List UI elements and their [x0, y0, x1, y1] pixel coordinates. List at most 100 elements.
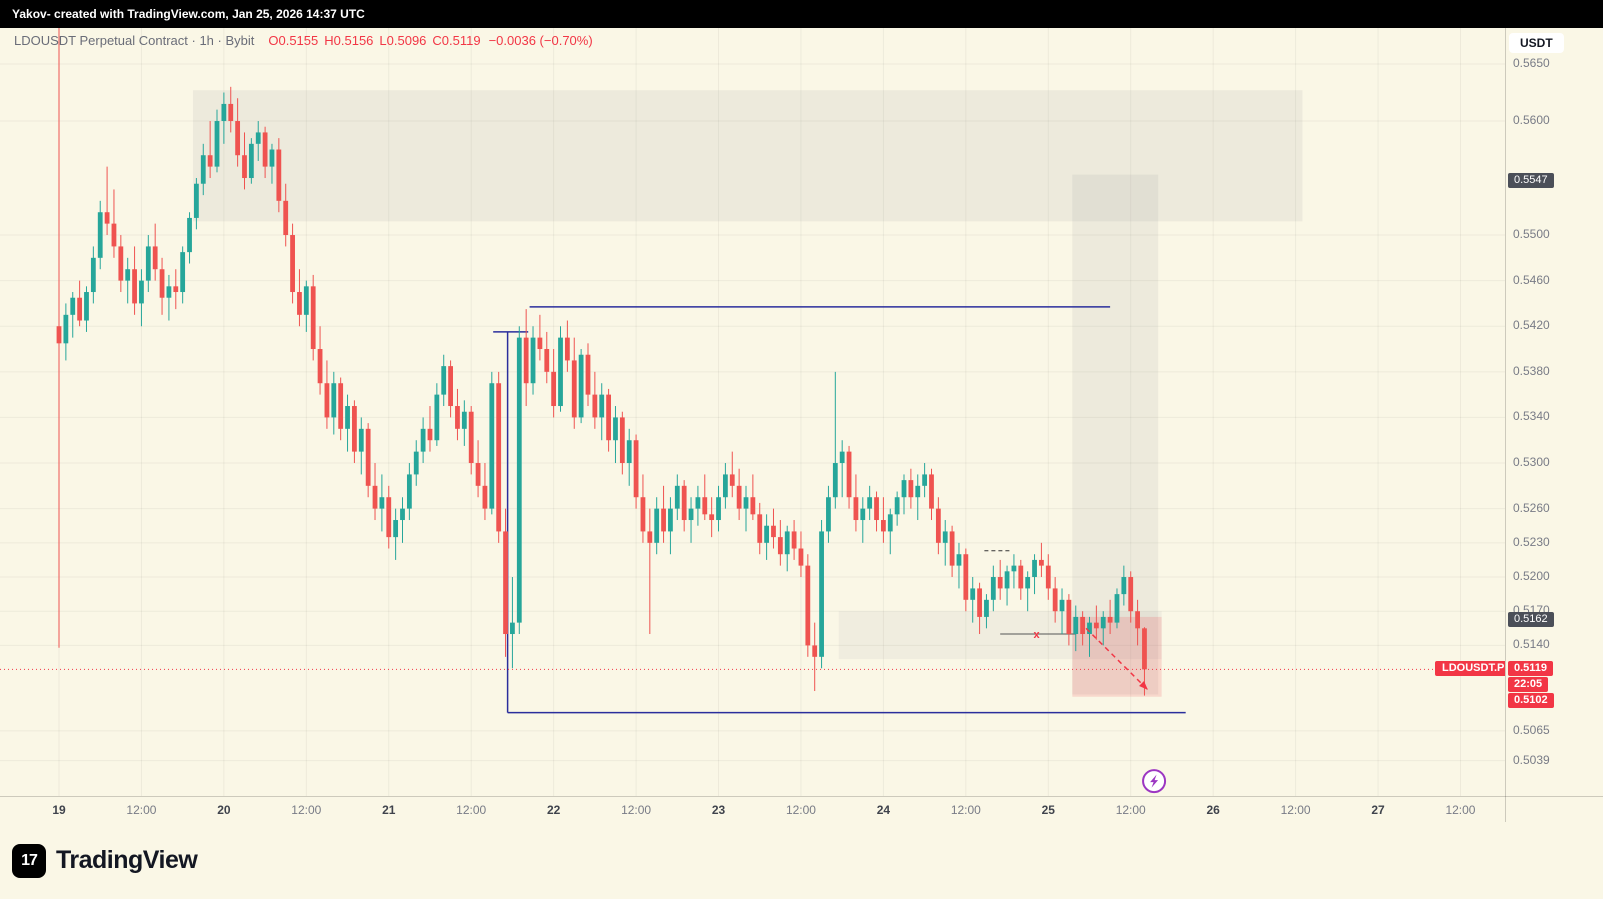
upper-supply-zone[interactable]: [192, 90, 1303, 222]
candle-body: [860, 508, 866, 521]
candle-body: [420, 428, 426, 452]
tradingview-logo-icon[interactable]: 17: [12, 843, 46, 878]
time-tick-hour: 12:00: [456, 803, 487, 817]
high-value: 0.5156: [333, 33, 374, 48]
candle-body: [846, 451, 852, 498]
candle-body: [750, 497, 756, 515]
candle-body: [709, 514, 715, 521]
candle-body: [640, 497, 646, 532]
candle-body: [1059, 599, 1065, 612]
price-tick-label: 0.5600: [1513, 113, 1550, 128]
symbol-legend[interactable]: LDOUSDT Perpetual Contract · 1h · Bybit O…: [14, 33, 593, 49]
lightning-icon: [1150, 774, 1159, 788]
candle-body: [173, 286, 179, 293]
candle-body: [104, 212, 110, 224]
candlestick-chart[interactable]: x LDOUSDT Perpetual Contract · 1h · Bybi…: [0, 28, 1505, 796]
currency-toggle-button[interactable]: USDT: [1509, 33, 1564, 53]
candle-body: [757, 514, 763, 543]
open-label: O: [268, 33, 279, 48]
time-tick-hour: 12:00: [1280, 803, 1311, 817]
candle-body: [777, 537, 783, 555]
time-tick-hour: 12:00: [785, 803, 816, 817]
tradingview-wordmark[interactable]: TradingView: [56, 846, 198, 874]
candle-body: [516, 337, 522, 623]
time-tick-day: 22: [546, 803, 561, 817]
candle-body: [1100, 616, 1106, 629]
candle-body: [139, 280, 144, 304]
candle-body: [599, 394, 605, 418]
candle-body: [736, 485, 742, 509]
low-label: L: [379, 33, 387, 48]
candle-body: [235, 121, 241, 156]
candle-body: [145, 246, 151, 281]
price-axis[interactable]: USDT 0.5650 0.5600 0.5500 0.5460 0.5420 0.538…: [1505, 28, 1603, 822]
time-axis[interactable]: 19 12:00 20 12:00 21 12:00 22 12:00 23 12:00 24 12:…: [0, 796, 1603, 822]
candle-body: [784, 531, 790, 555]
candle-body: [668, 508, 673, 532]
candle-body: [1107, 616, 1113, 623]
candle-body: [908, 480, 914, 498]
time-tick-hour: 12:00: [1445, 803, 1476, 817]
candle-body: [1128, 577, 1134, 612]
candle-body: [152, 246, 158, 270]
x-marker[interactable]: x: [1034, 629, 1041, 641]
candle-body: [63, 314, 69, 344]
candle-body: [352, 406, 357, 452]
price-tick-label: 0.5420: [1513, 318, 1550, 333]
candle-body: [1093, 622, 1099, 629]
candle-body: [187, 217, 192, 253]
candle-body: [647, 531, 653, 543]
candle-body: [400, 508, 405, 521]
chart-canvas[interactable]: x: [0, 28, 1505, 796]
price-tick-label: 0.5260: [1513, 500, 1550, 515]
candle-body: [372, 485, 378, 509]
price-level-badge: 0.5547: [1508, 173, 1554, 189]
price-level-badge: 0.5162: [1508, 612, 1554, 628]
footer-branding: 17 TradingView: [0, 822, 1603, 899]
candle-body: [159, 269, 165, 298]
candle-body: [956, 554, 962, 566]
time-tick-hour: 12:00: [291, 803, 322, 817]
candle-body: [125, 269, 131, 281]
candle-body: [771, 525, 776, 538]
candle-body: [990, 577, 996, 600]
candle-body: [77, 297, 83, 321]
candle-body: [461, 411, 467, 429]
candle-body: [613, 417, 618, 441]
candle-body: [290, 235, 295, 293]
time-tick-day: 27: [1371, 803, 1385, 817]
last-price-badge: 0.5119: [1508, 661, 1554, 677]
time-tick-day: 23: [711, 803, 726, 817]
candle-body: [118, 246, 124, 281]
candle-body: [551, 371, 557, 407]
candle-body: [1004, 571, 1010, 589]
candle-body: [661, 508, 666, 532]
candle-body: [1052, 588, 1058, 612]
candle-body: [1039, 559, 1044, 566]
candle-body: [544, 349, 550, 372]
candle-body: [619, 417, 625, 464]
candle-body: [166, 286, 172, 298]
candle-body: [922, 474, 928, 486]
candle-body: [984, 599, 989, 617]
projection-arrow[interactable]: [1085, 627, 1149, 691]
candle-body: [558, 337, 563, 407]
price-tick-label: 0.5140: [1513, 637, 1550, 652]
candle-body: [977, 588, 982, 617]
candle-body: [1045, 565, 1051, 589]
candle-body: [248, 143, 254, 179]
candle-body: [942, 531, 948, 543]
candle-body: [228, 103, 234, 122]
price-tick-label: 0.5065: [1513, 722, 1550, 737]
candle-body: [812, 645, 818, 657]
screenshot-caption-bar: Yakov- created with TradingView.com, Jan…: [0, 0, 1603, 28]
candle-body: [386, 497, 392, 538]
symbol-description[interactable]: LDOUSDT Perpetual Contract · 1h · Bybit: [14, 33, 255, 48]
candle-body: [468, 411, 474, 464]
candle-body: [1066, 599, 1072, 635]
candle-body: [970, 588, 976, 600]
candle-body: [681, 485, 687, 521]
candle-body: [578, 354, 584, 418]
candle-body: [393, 520, 399, 538]
candle-body: [97, 212, 103, 258]
